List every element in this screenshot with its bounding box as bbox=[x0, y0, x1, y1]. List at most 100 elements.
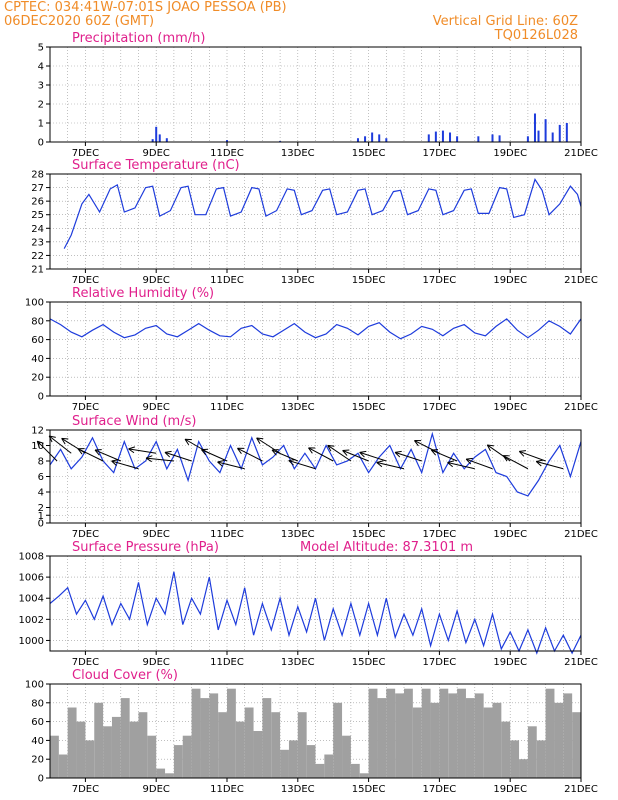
wind-arrow-head bbox=[37, 440, 44, 444]
precip-bar bbox=[165, 138, 168, 142]
cloud-cover-bar bbox=[244, 707, 254, 778]
cloud-cover-bar bbox=[147, 735, 157, 778]
cloud-cover-bar bbox=[50, 735, 59, 778]
panel-frame bbox=[49, 301, 582, 397]
precip-bar bbox=[434, 131, 437, 142]
precip-bar bbox=[441, 130, 444, 142]
cloud-cover-bar bbox=[430, 702, 440, 778]
x-tick-label: 9DEC bbox=[143, 148, 170, 159]
cloud-cover-bar bbox=[368, 688, 378, 778]
cloud-cover-bar bbox=[297, 712, 307, 778]
wind-arrow bbox=[486, 444, 511, 462]
panel-frame bbox=[49, 683, 582, 779]
y-tick-label: 1008 bbox=[19, 552, 44, 563]
wind-arrow bbox=[342, 450, 369, 462]
cloud-cover-bar bbox=[395, 693, 404, 778]
x-tick-label: 13DEC bbox=[281, 784, 315, 795]
cloud-cover-bar bbox=[165, 773, 174, 778]
precip-bar bbox=[158, 134, 161, 142]
header-grid-note: Vertical Grid Line: 60Z bbox=[432, 14, 578, 29]
cloud-cover-bar bbox=[563, 693, 573, 778]
wind-arrow bbox=[359, 451, 387, 462]
wind-arrow bbox=[256, 437, 281, 454]
cloud-cover-bar bbox=[209, 693, 219, 778]
cloud-cover-bar bbox=[474, 693, 484, 778]
panel-title: Relative Humidity (%) bbox=[72, 286, 214, 301]
wind-arrow bbox=[217, 461, 245, 470]
cloud-cover-bar bbox=[280, 749, 289, 778]
x-tick-label: 17DEC bbox=[423, 402, 457, 413]
header-station-line: CPTEC: 034:41W-07:01S JOAO PESSOA (PB) bbox=[4, 0, 287, 15]
cloud-cover-bar bbox=[483, 707, 493, 778]
wind-arrow-head bbox=[237, 447, 242, 454]
cloud-cover-bar bbox=[510, 740, 520, 778]
wind-arrow-head bbox=[128, 448, 135, 454]
wind-arrow-head bbox=[145, 457, 152, 463]
wind-arrow bbox=[431, 449, 458, 462]
y-tick-label: 10 bbox=[31, 441, 44, 452]
x-tick-label: 19DEC bbox=[493, 657, 527, 668]
y-tick-label: 26 bbox=[31, 197, 44, 208]
cloud-cover-bar bbox=[58, 754, 68, 778]
x-tick-label: 19DEC bbox=[493, 148, 527, 159]
wind-arrow bbox=[376, 461, 405, 470]
wind-arrow bbox=[502, 455, 529, 470]
wind-arrow-head bbox=[288, 460, 294, 466]
wind-arrow-head bbox=[327, 445, 332, 452]
y-tick-label: 25 bbox=[31, 210, 44, 221]
x-tick-label: 9DEC bbox=[143, 529, 170, 540]
cloud-cover-bar bbox=[536, 740, 546, 778]
wind-arrow bbox=[164, 451, 192, 462]
y-tick-label: 6 bbox=[38, 472, 44, 483]
wind-arrow-head bbox=[128, 446, 136, 450]
wind-arrow bbox=[414, 440, 440, 454]
wind-arrow-head bbox=[466, 457, 473, 460]
y-tick-label: 3 bbox=[38, 81, 44, 92]
cloud-cover-bar bbox=[412, 707, 422, 778]
panel-title: Cloud Cover (%) bbox=[72, 668, 178, 683]
cloud-cover-bar bbox=[554, 702, 564, 778]
precip-bar bbox=[537, 130, 540, 142]
x-tick-label: 11DEC bbox=[210, 529, 244, 540]
cloud-cover-bar bbox=[306, 745, 316, 778]
panel-frame bbox=[49, 555, 582, 652]
cloud-cover-bar bbox=[253, 731, 263, 778]
cloud-cover-bar bbox=[439, 688, 449, 778]
y-tick-label: 28 bbox=[31, 170, 44, 181]
header-model-code: TQ0126L028 bbox=[494, 28, 578, 43]
header-date-line: 06DEC2020 60Z (GMT) bbox=[4, 14, 155, 29]
cloud-cover-bar bbox=[200, 698, 210, 778]
x-tick-label: 7DEC bbox=[72, 148, 99, 159]
wind-arrow-head bbox=[61, 437, 69, 440]
y-tick-label: 23 bbox=[31, 237, 44, 248]
panel-5: 0 20 40 60 80 100 7DEC 9DEC 11DEC 13DEC 15DEC 17DEC… bbox=[25, 668, 598, 795]
x-tick-label: 9DEC bbox=[143, 657, 170, 668]
x-tick-label: 17DEC bbox=[423, 529, 457, 540]
wind-arrow bbox=[288, 460, 316, 470]
wind-arrow-head bbox=[256, 437, 261, 445]
wind-arrow bbox=[201, 449, 228, 462]
panel-0: 0 1 2 3 4 5 7DEC 9DEC 11DEC 13DEC 15DEC 17DEC 19DEC 2… bbox=[38, 31, 598, 159]
precip-bar bbox=[356, 138, 359, 142]
precip-bar bbox=[151, 139, 154, 142]
x-tick-label: 13DEC bbox=[281, 275, 315, 286]
precip-bar bbox=[155, 126, 158, 142]
wind-arrow-head bbox=[486, 444, 491, 452]
cloud-cover-bar bbox=[227, 688, 236, 778]
cloud-cover-bar bbox=[448, 693, 458, 778]
panel-title: Surface Temperature (nC) bbox=[72, 158, 240, 173]
panel-title: Surface Pressure (hPa) bbox=[72, 540, 219, 555]
y-tick-label: 40 bbox=[31, 354, 44, 365]
wind-arrow-head bbox=[164, 451, 171, 458]
panel-4: 1000 1002 1004 1006 1008 7DEC 9DEC 11DEC 13DEC 15… bbox=[19, 540, 598, 668]
cloud-cover-bar bbox=[386, 688, 396, 778]
x-tick-label: 9DEC bbox=[143, 402, 170, 413]
wind-arrow-head bbox=[518, 451, 525, 457]
x-tick-label: 7DEC bbox=[72, 657, 99, 668]
x-tick-label: 21DEC bbox=[564, 657, 598, 668]
wind-arrow bbox=[36, 440, 58, 462]
wind-arrow bbox=[519, 450, 546, 462]
panel-1: 21 22 23 24 25 26 27 28 7DEC 9DEC 11DEC 13DEC 15DEC 1… bbox=[31, 158, 598, 286]
x-tick-label: 13DEC bbox=[281, 148, 315, 159]
y-tick-label: 1004 bbox=[19, 594, 44, 605]
